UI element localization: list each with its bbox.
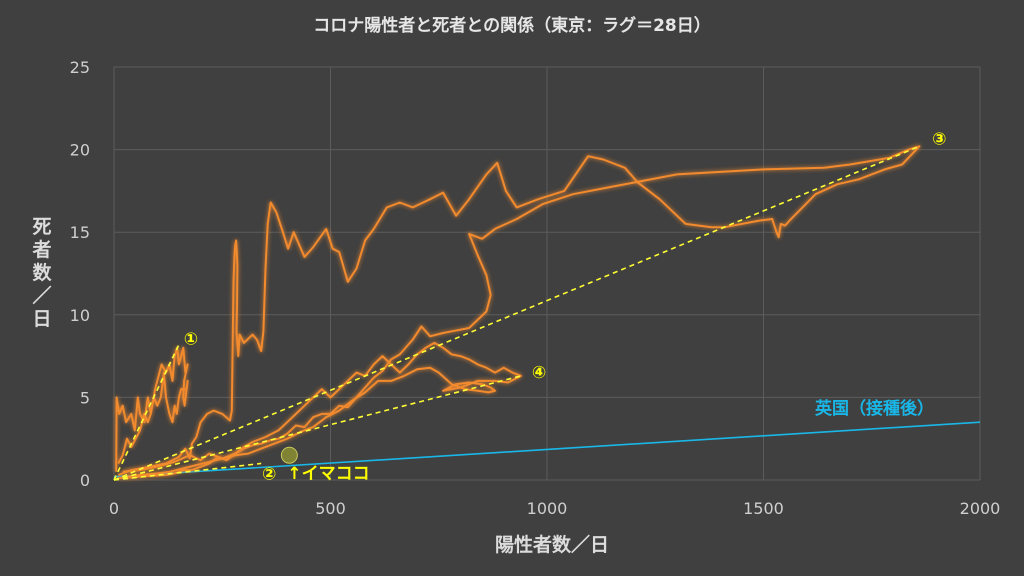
gridlines <box>113 66 981 481</box>
x-tick-label: 1500 <box>743 499 784 518</box>
tokyo-series-line-3 <box>122 341 522 478</box>
x-axis-ticks: 0 500 1000 1500 2000 <box>109 499 1000 518</box>
tokyo-series-line-1 <box>115 346 189 472</box>
y-axis-title: 死者数／日 <box>32 216 52 330</box>
uk-line <box>113 421 981 478</box>
y-tick-label: 5 <box>80 388 90 407</box>
guide-label: ① <box>184 330 198 350</box>
current-position-marker <box>280 446 298 464</box>
guide-line <box>113 375 522 481</box>
uk-label: 英国（接種後） <box>815 398 934 419</box>
annotations: ↑イマココ <box>280 446 370 484</box>
y-axis-ticks: 0 5 10 15 20 25 <box>70 58 90 490</box>
x-axis-title: 陽性者数／日 <box>495 533 609 556</box>
x-tick-label: 1000 <box>527 499 568 518</box>
y-tick-label: 15 <box>70 223 90 242</box>
guide-label: ④ <box>532 363 546 383</box>
guide-label: ③ <box>932 129 946 149</box>
uk-series: 英国（接種後） <box>113 398 981 478</box>
y-tick-label: 0 <box>80 471 90 490</box>
tokyo-series-line-2 <box>117 145 921 480</box>
guide-label: ② <box>262 464 276 484</box>
x-tick-label: 0 <box>109 499 119 518</box>
guide-line <box>113 145 920 481</box>
current-position-label: ↑イマココ <box>287 464 369 484</box>
guide-line <box>113 462 262 481</box>
y-tick-label: 10 <box>70 306 90 325</box>
tokyo-series <box>115 145 921 480</box>
y-tick-label: 20 <box>70 141 90 160</box>
guide-line <box>113 344 180 481</box>
x-tick-label: 500 <box>315 499 346 518</box>
guide-lines: ① ② ③ ④ <box>113 129 947 484</box>
x-tick-label: 2000 <box>960 499 1001 518</box>
chart-title: コロナ陽性者と死者との関係（東京：ラグ＝28日） <box>313 15 711 36</box>
y-tick-label: 25 <box>70 58 90 77</box>
